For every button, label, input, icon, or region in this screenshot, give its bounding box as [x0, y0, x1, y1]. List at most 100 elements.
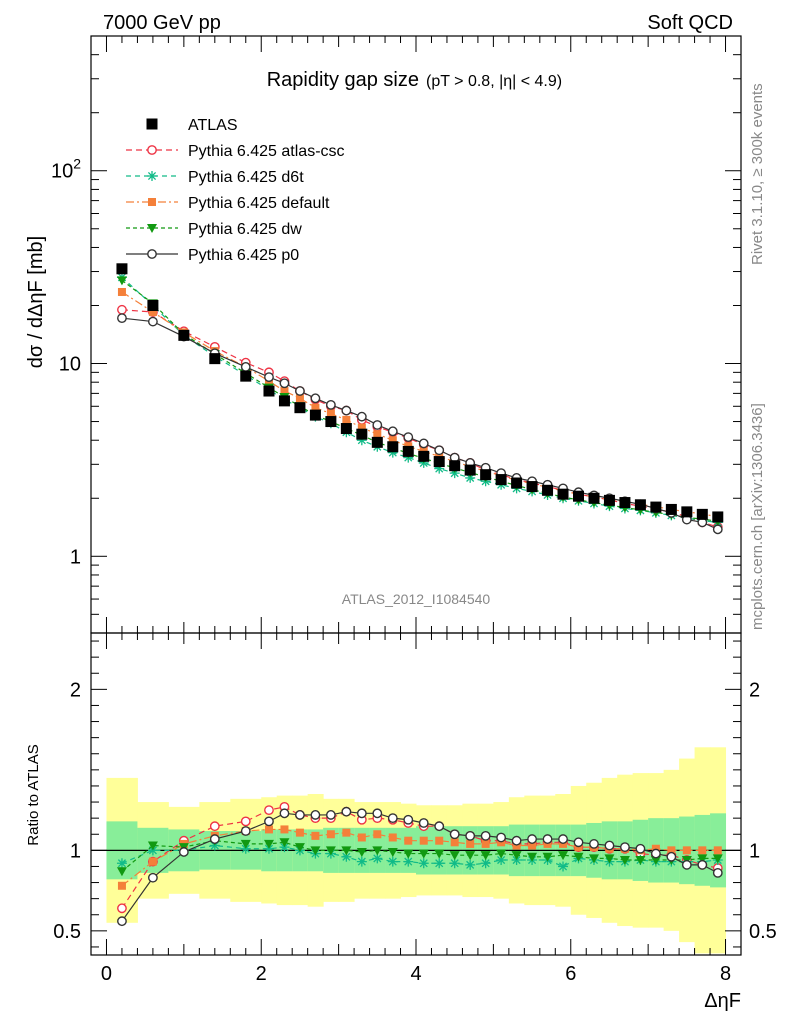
ratio-point-dw	[341, 846, 352, 856]
data-point-atlas	[619, 497, 631, 509]
series-atlas_csc	[117, 304, 723, 532]
data-point-p0	[356, 411, 367, 422]
data-point-atlas	[526, 481, 538, 493]
ratio-point-p0	[117, 916, 127, 927]
data-point-atlas	[464, 464, 476, 476]
header-left: 7000 GeV pp	[103, 12, 221, 34]
ratio-point-d6t	[480, 858, 491, 869]
legend-marker	[147, 249, 157, 259]
main-series-group	[116, 263, 724, 535]
ratio-point-p0	[209, 834, 220, 844]
ratio-point-dw	[697, 854, 708, 864]
ratio-point-p0	[697, 859, 708, 870]
data-point-atlas	[116, 263, 128, 275]
ratio-point-dw	[387, 847, 398, 857]
ratio-point-default	[357, 833, 366, 842]
data-point-p0	[387, 426, 398, 437]
ratio-point-dw	[310, 846, 321, 856]
header-right: Soft QCD	[647, 12, 733, 34]
ratio-point-p0	[712, 867, 723, 878]
data-point-atlas	[147, 299, 159, 311]
data-point-atlas	[294, 402, 306, 414]
ratio-point-p0	[465, 830, 476, 841]
ratio-point-dw	[434, 849, 445, 859]
data-point-atlas	[240, 370, 252, 382]
data-point-p0	[341, 405, 352, 416]
legend-item-dw: Pythia 6.425 dw	[126, 221, 302, 238]
data-point-default	[373, 430, 382, 439]
ratio-point-dw	[558, 851, 569, 861]
data-point-d6t	[434, 463, 445, 474]
ratio-point-p0	[681, 859, 692, 870]
data-point-default	[388, 436, 397, 445]
series-line-d6t	[121, 276, 718, 523]
ratio-ylabel: Ratio to ATLAS	[25, 744, 42, 845]
data-point-p0	[325, 399, 336, 410]
ratio-point-dw	[372, 846, 383, 856]
ratio-point-dw	[604, 854, 615, 864]
ratio-point-d6t	[341, 851, 352, 862]
plot-subtitle: (pT > 0.8, |η| < 4.9)	[426, 73, 562, 90]
ratio-point-dw	[635, 856, 646, 866]
ratio-line-d6t	[121, 844, 718, 868]
ratio-point-d6t	[449, 858, 460, 869]
legend-item-default: Pythia 6.425 default	[126, 195, 330, 212]
ratio-point-default	[280, 825, 289, 834]
ratio-point-dw	[240, 839, 251, 849]
rivet-label: Rivet 3.1.10, ≥ 300k events	[749, 83, 766, 265]
ratio-point-default	[466, 839, 475, 848]
ratio-point-p0	[527, 834, 537, 844]
data-point-atlas	[387, 441, 399, 453]
ratio-point-default	[342, 828, 351, 837]
series-line-atlas_csc	[121, 309, 718, 528]
data-point-atlas	[557, 488, 569, 500]
ratio-point-d6t	[403, 856, 414, 867]
data-point-atlas	[371, 436, 383, 448]
data-point-atlas	[309, 409, 321, 421]
ratio-y-tick-label-right: 2	[749, 679, 760, 701]
ratio-point-dw	[403, 849, 414, 859]
data-point-atlas	[325, 416, 337, 428]
legend-marker	[148, 198, 156, 206]
data-point-default	[117, 287, 126, 296]
main-axis-ticks: 1 10 102	[51, 35, 741, 634]
data-point-atlas	[480, 469, 492, 481]
ratio-point-d6t	[116, 858, 127, 869]
ratio-point-default	[698, 846, 707, 855]
ratio-point-p0	[558, 834, 568, 844]
data-point-atlas	[603, 494, 615, 506]
data-point-atlas	[588, 492, 600, 504]
ratio-point-atlas_csc	[240, 816, 251, 827]
ratio-y-tick-label-right: 0.5	[749, 921, 777, 943]
main-y-tick-label: 10	[59, 354, 81, 376]
ratio-point-p0	[325, 810, 336, 820]
ratio-point-dw	[588, 854, 599, 864]
main-plot-panel: 1 10 102 Rapidity gap size (pT > 0.8, |η| …	[25, 35, 742, 634]
ratio-point-d6t	[356, 856, 367, 867]
ratio-point-default	[528, 841, 537, 850]
ratio-point-dw	[356, 847, 367, 857]
ratio-point-d6t	[434, 858, 445, 869]
ratio-point-dw	[449, 851, 460, 861]
series-line-default	[121, 291, 718, 518]
ratio-point-p0	[372, 808, 383, 819]
ratio-point-default	[388, 833, 397, 842]
ratio-point-p0	[403, 814, 414, 825]
data-point-default	[295, 394, 304, 403]
series-atlas	[116, 263, 724, 523]
data-point-atlas	[356, 428, 368, 440]
legend-label: Pythia 6.425 default	[188, 195, 330, 212]
ratio-point-p0	[542, 834, 553, 844]
ratio-axis-ticks: 0.5 0.5 1 1 2 2 0 2 4 6 8	[53, 633, 777, 985]
ratio-point-atlas_csc	[209, 821, 220, 832]
ratio-point-p0	[589, 839, 599, 849]
series-line-dw	[121, 279, 718, 522]
ratio-point-p0	[356, 808, 367, 819]
ratio-point-atlas_csc	[264, 805, 274, 815]
data-point-p0	[117, 313, 127, 324]
ratio-point-dw	[573, 852, 584, 862]
x-axis-label: ΔηF	[704, 990, 741, 1012]
ratio-point-default	[713, 846, 722, 855]
x-tick-label: 8	[720, 963, 731, 985]
legend-item-d6t: Pythia 6.425 d6t	[126, 169, 304, 186]
